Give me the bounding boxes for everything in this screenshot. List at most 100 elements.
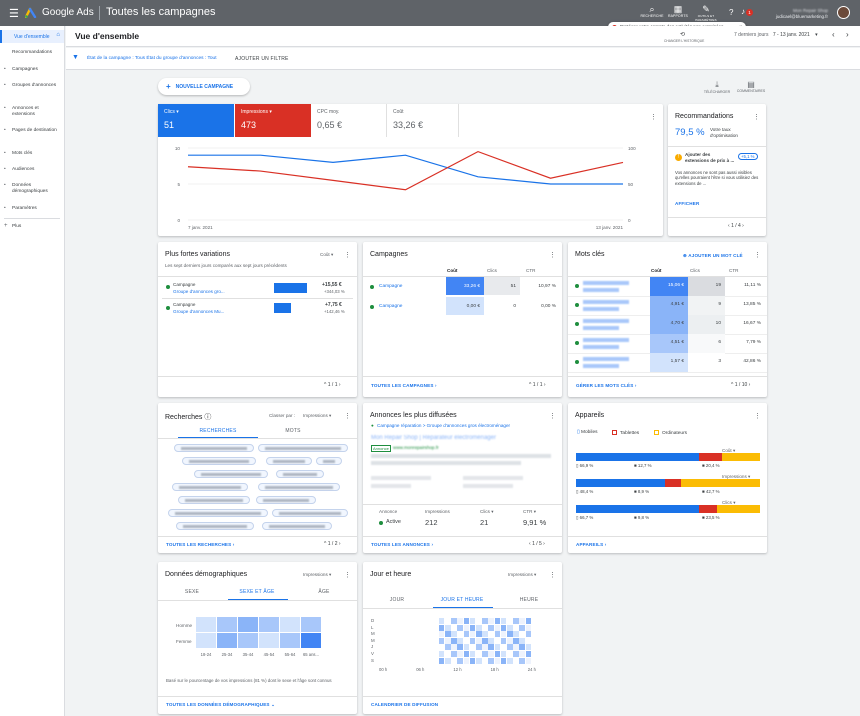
hour-cell[interactable] (469, 657, 476, 664)
metric-avg-cpc[interactable]: CPC moy. 0,65 € (311, 104, 387, 137)
search-term-pill[interactable] (258, 444, 348, 452)
demo-cell[interactable] (196, 617, 216, 632)
hour-cell[interactable] (476, 618, 482, 624)
manage-keywords-link[interactable]: GÉRER LES MOTS CLÉS › (576, 383, 637, 388)
reports-button[interactable]: ▦ RAPPORTS (665, 4, 691, 18)
hour-cell[interactable] (451, 624, 457, 631)
hour-cell[interactable] (438, 637, 445, 644)
hour-cell[interactable] (507, 637, 513, 644)
hour-cell[interactable] (445, 618, 451, 624)
hour-cell[interactable] (457, 631, 463, 638)
tab-searches[interactable]: RECHERCHES (199, 428, 237, 434)
hour-cell[interactable] (438, 631, 445, 638)
search-term-pill[interactable] (168, 509, 268, 517)
search-term-pill[interactable] (262, 522, 332, 530)
hour-cell[interactable] (488, 624, 494, 631)
hour-cell[interactable] (463, 657, 470, 664)
hour-cell[interactable] (494, 651, 501, 657)
active-filters[interactable]: État de la campagne : Tous État du group… (87, 56, 217, 61)
bell-icon[interactable]: ♪ (741, 7, 745, 16)
hour-cell[interactable] (469, 637, 476, 644)
hour-cell[interactable] (519, 631, 525, 638)
hour-cell[interactable] (513, 644, 519, 651)
avatar[interactable] (837, 6, 850, 19)
demo-cell[interactable] (280, 617, 300, 632)
more-options-icon[interactable]: ⋮ (344, 252, 351, 259)
hour-cell[interactable] (451, 651, 457, 657)
hour-cell[interactable] (525, 637, 532, 644)
more-options-icon[interactable]: ⋮ (549, 572, 556, 579)
hour-cell[interactable] (457, 618, 463, 624)
hour-cell[interactable] (457, 624, 463, 631)
pager[interactable]: ^ 1 / 1 › (529, 382, 546, 388)
all-campaigns-link[interactable]: TOUTES LES CAMPAGNES › (371, 383, 437, 388)
hour-cell[interactable] (476, 651, 482, 657)
metric-dropdown[interactable]: Impressions ▾ (508, 572, 537, 577)
tools-button[interactable]: ✎ OUTILS ET PARAMÈTRES (691, 4, 721, 22)
metric-dropdown[interactable]: Coût ▾ (320, 252, 334, 257)
add-keyword-button[interactable]: ⊕ AJOUTER UN MOT CLÉ (683, 253, 743, 258)
hour-cell[interactable] (457, 637, 463, 644)
keyword-row[interactable]: 4,51 € 6 7,79 % (568, 334, 767, 353)
hour-cell[interactable] (469, 651, 476, 657)
device-metric-label[interactable]: Impressions ▾ (722, 474, 751, 479)
hour-cell[interactable] (482, 624, 488, 631)
search-term-pill[interactable] (266, 457, 312, 465)
hour-cell[interactable] (519, 644, 525, 651)
search-term-pill[interactable] (276, 470, 324, 478)
tab-day-hour[interactable]: JOUR ET HEURE (440, 597, 484, 603)
hour-cell[interactable] (500, 631, 507, 638)
hour-cell[interactable] (507, 644, 513, 651)
devices-link[interactable]: APPAREILS › (576, 542, 607, 547)
hour-cell[interactable] (469, 631, 476, 638)
add-filter-button[interactable]: AJOUTER UN FILTRE (235, 56, 289, 62)
hour-cell[interactable] (469, 644, 476, 651)
demo-cell[interactable] (217, 633, 237, 648)
clicks-header[interactable]: Clics ▾ (480, 509, 494, 514)
hour-cell[interactable] (451, 644, 457, 651)
demo-cell[interactable] (259, 617, 279, 632)
hour-cell[interactable] (469, 618, 476, 624)
prev-period-icon[interactable]: ‹ (832, 30, 835, 39)
ad-schedule-link[interactable]: CALENDRIER DE DIFFUSION (371, 702, 439, 707)
more-options-icon[interactable]: ⋮ (753, 114, 760, 121)
history-icon[interactable]: ⟲ (680, 32, 686, 38)
hour-cell[interactable] (451, 637, 457, 644)
ad-breadcrumb[interactable]: Campagne réparation > Groupe d'annonces … (377, 423, 511, 428)
campaign-link[interactable]: Campagne (379, 284, 403, 289)
hour-cell[interactable] (482, 657, 488, 664)
search-term-pill[interactable] (182, 457, 256, 465)
ctr-header[interactable]: CTR ▾ (523, 509, 537, 514)
hour-cell[interactable] (513, 637, 519, 644)
demo-cell[interactable] (238, 633, 258, 648)
search-term-pill[interactable] (174, 444, 254, 452)
tab-sex[interactable]: SEXE (184, 589, 200, 595)
hour-cell[interactable] (445, 651, 451, 657)
all-searches-link[interactable]: TOUTES LES RECHERCHES › (166, 542, 235, 547)
tab-hour[interactable]: HEURE (519, 597, 539, 603)
metric-cost[interactable]: Coût 33,26 € (387, 104, 459, 137)
pager[interactable]: ^ 1 / 1 › (324, 382, 341, 388)
account-info[interactable]: Mon Repair Shop judicael@bluemarketing.f… (775, 8, 828, 19)
search-term-pill[interactable] (172, 483, 248, 491)
hour-cell[interactable] (507, 631, 513, 638)
hour-cell[interactable] (519, 637, 525, 644)
hour-cell[interactable] (476, 637, 482, 644)
hour-cell[interactable] (451, 657, 457, 664)
metric-clicks[interactable]: Clics ▾ 51 (158, 104, 234, 137)
hour-cell[interactable] (525, 624, 532, 631)
hour-cell[interactable] (525, 657, 532, 664)
hour-cell[interactable] (519, 657, 525, 664)
keyword-row[interactable]: 1,57 € 3 42,86 % (568, 353, 767, 372)
keyword-row[interactable]: 4,70 € 10 16,67 % (568, 315, 767, 334)
hour-cell[interactable] (494, 624, 501, 631)
hour-cell[interactable] (519, 624, 525, 631)
demo-cell[interactable] (280, 633, 300, 648)
pager[interactable]: ^ 1 / 2 › (324, 541, 341, 547)
search-term-pill[interactable] (176, 522, 254, 530)
hour-cell[interactable] (438, 651, 445, 657)
more-options-icon[interactable]: ⋮ (549, 252, 556, 259)
search-term-pill[interactable] (194, 470, 268, 478)
pager[interactable]: ‹ 1 / 4 › (728, 223, 744, 229)
hour-cell[interactable] (482, 651, 488, 657)
